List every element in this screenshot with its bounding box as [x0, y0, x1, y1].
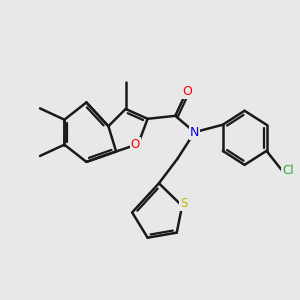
- Text: O: O: [182, 85, 192, 98]
- Text: S: S: [180, 197, 187, 210]
- Text: Cl: Cl: [282, 164, 294, 177]
- Text: N: N: [190, 126, 199, 139]
- Text: O: O: [130, 138, 140, 151]
